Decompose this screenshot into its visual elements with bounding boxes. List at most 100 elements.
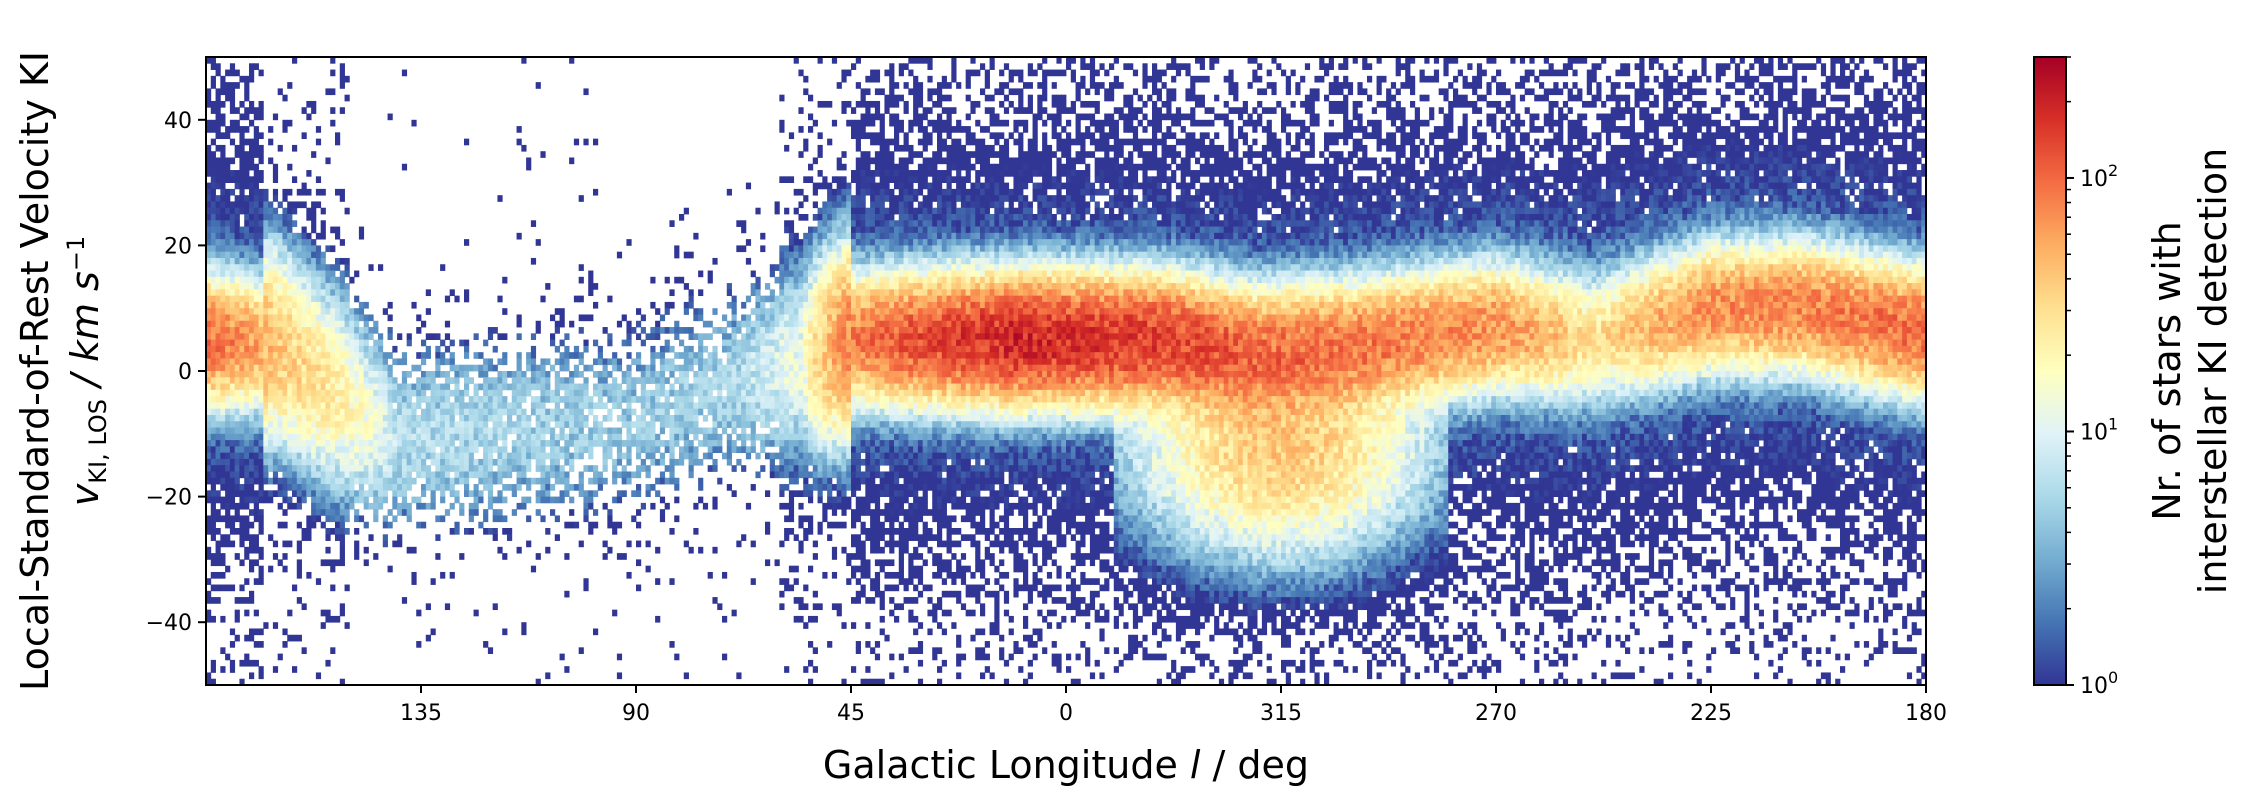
heatmap-cell [354,497,359,504]
heatmap-cell [211,126,216,133]
heatmap-cell [440,459,445,466]
heatmap-cell [459,478,464,485]
heatmap-cell [689,421,694,428]
heatmap-cell [306,396,311,403]
heatmap-cell [808,126,813,133]
heatmap-cell [798,314,803,321]
heatmap-cell [593,358,598,365]
heatmap-cell [655,352,660,359]
heatmap-cell [340,465,345,472]
heatmap-cell [316,258,321,265]
heatmap-cell [798,70,803,77]
heatmap-cell [841,453,846,460]
heatmap-cell [239,528,244,535]
heatmap-cell [239,497,244,504]
heatmap-cell [454,384,459,391]
heatmap-cell [321,346,326,353]
heatmap-cell [650,396,655,403]
heatmap-cell [249,358,254,365]
heatmap-cell [383,484,388,491]
heatmap-cell [717,390,722,397]
heatmap-cell [655,478,660,485]
heatmap-cell [841,308,846,315]
heatmap-cell [292,396,297,403]
heatmap-cell [445,434,450,441]
heatmap-cell [732,296,737,303]
heatmap-cell [392,453,397,460]
heatmap-cell [345,434,350,441]
heatmap-cell [741,333,746,340]
heatmap-cell [851,245,856,252]
heatmap-cell [249,559,254,566]
heatmap-cell [259,384,264,391]
heatmap-cell [593,440,598,447]
heatmap-cell [402,428,407,435]
heatmap-cell [235,327,240,334]
heatmap-cell [760,434,765,441]
heatmap-cell [330,264,335,271]
heatmap-cell [297,566,302,573]
heatmap-cell [235,459,240,466]
heatmap-cell [259,227,264,234]
heatmap-cell [808,515,813,522]
heatmap-cell [249,327,254,334]
heatmap-cell [378,340,383,347]
heatmap-cell [478,409,483,416]
heatmap-cell [497,396,502,403]
heatmap-cell [249,227,254,234]
heatmap-cell [689,396,694,403]
heatmap-cell [832,459,837,466]
heatmap-cell [259,434,264,441]
heatmap-cell [282,95,287,102]
heatmap-cell [736,672,741,679]
heatmap-cell [216,132,221,139]
heatmap-cell [302,271,307,278]
heatmap-cell [459,371,464,378]
heatmap-cell [827,321,832,328]
heatmap-cell [483,340,488,347]
heatmap-cell [626,434,631,441]
heatmap-cell [287,82,292,89]
heatmap-cell [784,415,789,422]
heatmap-cell [302,402,307,409]
heatmap-cell [230,390,235,397]
heatmap-cell [259,346,264,353]
heatmap-cell [588,490,593,497]
heatmap-cell [230,346,235,353]
heatmap-cell [216,553,221,560]
heatmap-cell [235,515,240,522]
heatmap-cell [636,415,641,422]
heatmap-cell [746,296,751,303]
heatmap-cell [216,233,221,240]
heatmap-cell [560,352,565,359]
heatmap-cell [254,245,259,252]
heatmap-cell [311,421,316,428]
heatmap-cell [837,340,842,347]
heatmap-cell [359,497,364,504]
heatmap-cell [330,402,335,409]
heatmap-cell [646,402,651,409]
heatmap-cell [278,296,283,303]
heatmap-cell [588,271,593,278]
heatmap-cell [416,415,421,422]
heatmap-cell [798,465,803,472]
heatmap-cell [612,440,617,447]
heatmap-cell [459,509,464,516]
heatmap-cell [249,321,254,328]
heatmap-cell [349,396,354,403]
heatmap-cell [741,371,746,378]
heatmap-cell [230,365,235,372]
heatmap-cell [770,264,775,271]
heatmap-cell [526,541,531,548]
heatmap-cell [268,340,273,347]
heatmap-cell [421,440,426,447]
heatmap-cell [239,151,244,158]
heatmap-cell [626,333,631,340]
heatmap-cell [502,484,507,491]
heatmap-cell [263,333,268,340]
heatmap-cell [822,572,827,579]
heatmap-cell [856,208,861,215]
heatmap-cell [273,176,278,183]
heatmap-cell [622,390,627,397]
heatmap-cell [598,346,603,353]
